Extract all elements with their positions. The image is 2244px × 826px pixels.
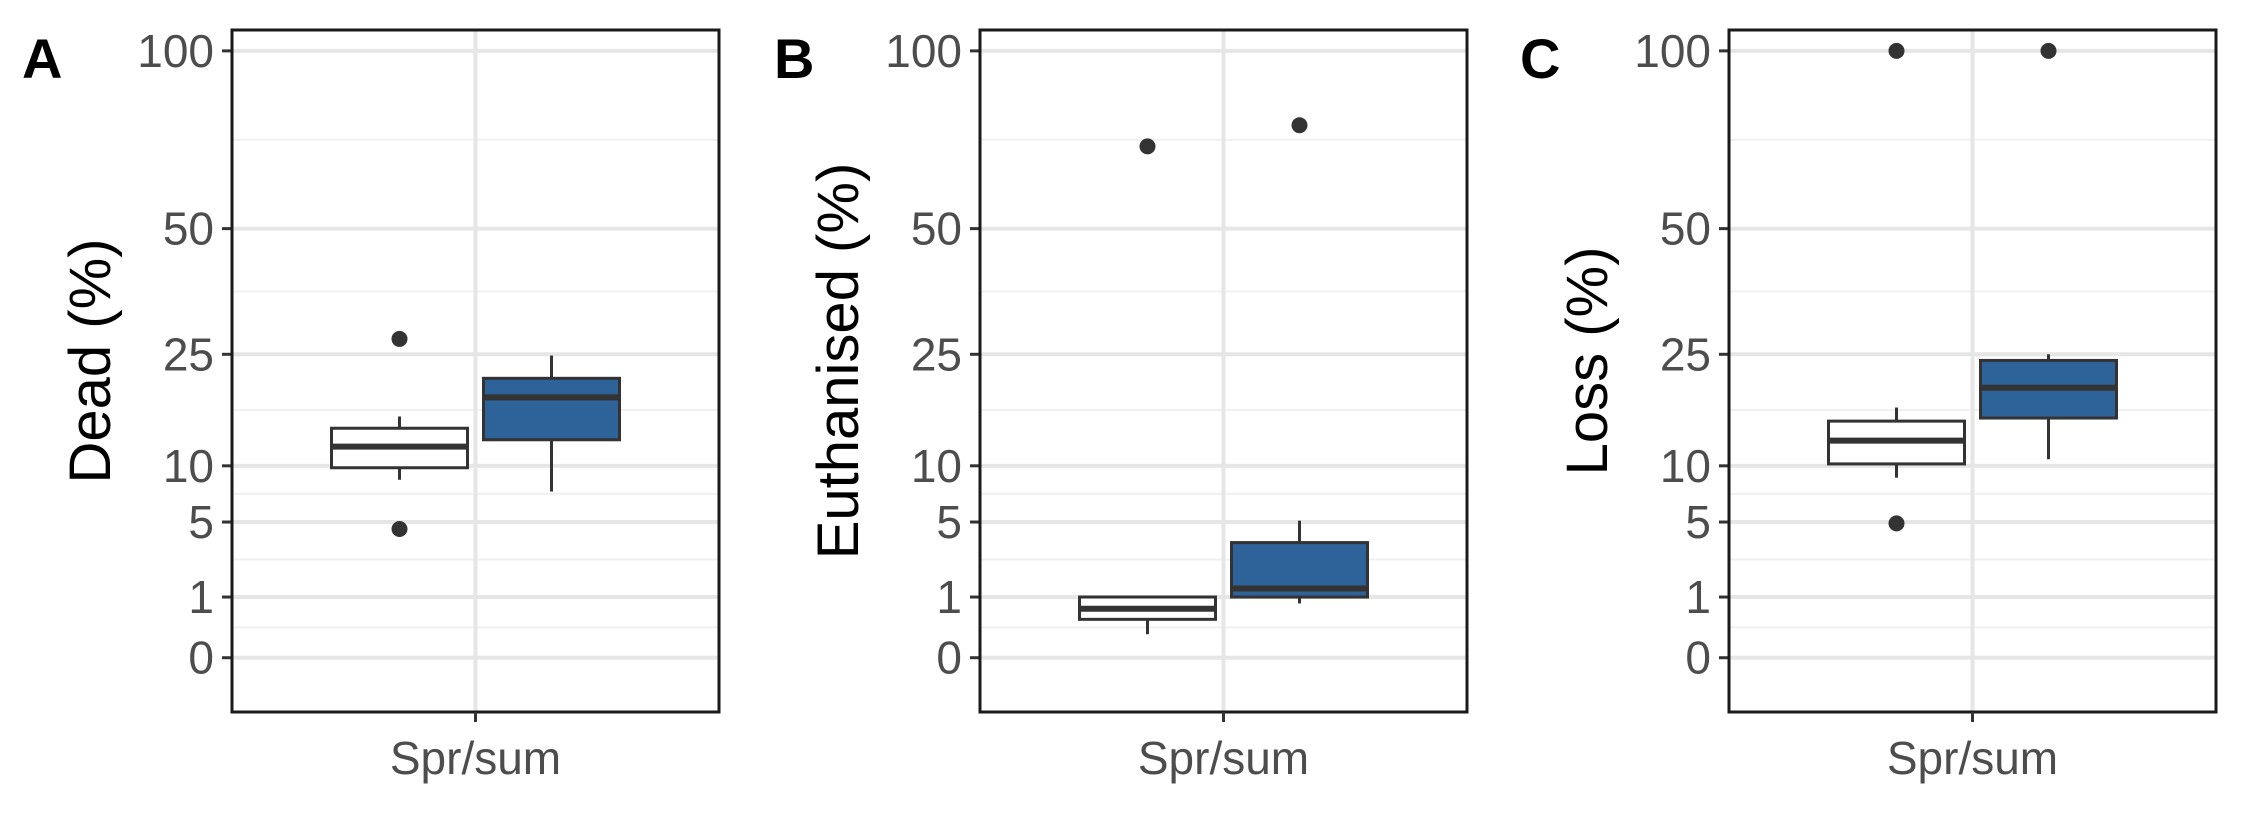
outlier-point xyxy=(2040,42,2057,59)
y-tick-label: 50 xyxy=(911,203,962,255)
y-axis-title: Euthanised (%) xyxy=(806,163,871,560)
y-tick-label: 5 xyxy=(936,496,962,548)
y-tick-label: 100 xyxy=(137,25,214,77)
y-tick-label: 5 xyxy=(1685,496,1711,548)
y-tick-label: 0 xyxy=(188,632,214,684)
outlier-point xyxy=(391,330,408,347)
y-tick-label: 1 xyxy=(936,571,962,623)
y-tick-label: 25 xyxy=(1660,328,1711,380)
y-tick-label: 10 xyxy=(1660,440,1711,492)
y-tick-label: 25 xyxy=(911,328,962,380)
y-axis-title: Loss (%) xyxy=(1555,247,1620,476)
x-tick-label: Spr/sum xyxy=(1138,732,1309,784)
panel-label: B xyxy=(774,27,814,90)
y-tick-label: 1 xyxy=(1685,571,1711,623)
box-body xyxy=(482,376,621,442)
x-tick-label: Spr/sum xyxy=(1887,732,2058,784)
panel-label: C xyxy=(1520,27,1560,90)
y-tick-label: 0 xyxy=(936,632,962,684)
y-tick-label: 10 xyxy=(163,440,214,492)
y-tick-label: 0 xyxy=(1685,632,1711,684)
y-tick-label: 100 xyxy=(1634,25,1711,77)
y-tick-label: 100 xyxy=(885,25,962,77)
outlier-point xyxy=(1291,117,1308,134)
panel-label: A xyxy=(22,27,62,90)
y-axis-title: Dead (%) xyxy=(58,239,123,484)
y-tick-label: 25 xyxy=(163,328,214,380)
y-tick-label: 50 xyxy=(1660,203,1711,255)
y-tick-label: 10 xyxy=(911,440,962,492)
y-tick-label: 1 xyxy=(188,571,214,623)
outlier-point xyxy=(1139,138,1156,155)
outlier-point xyxy=(391,520,408,537)
x-tick-label: Spr/sum xyxy=(390,732,561,784)
y-tick-label: 5 xyxy=(188,496,214,548)
y-tick-label: 50 xyxy=(163,203,214,255)
outlier-point xyxy=(1888,42,1905,59)
outlier-point xyxy=(1888,515,1905,532)
